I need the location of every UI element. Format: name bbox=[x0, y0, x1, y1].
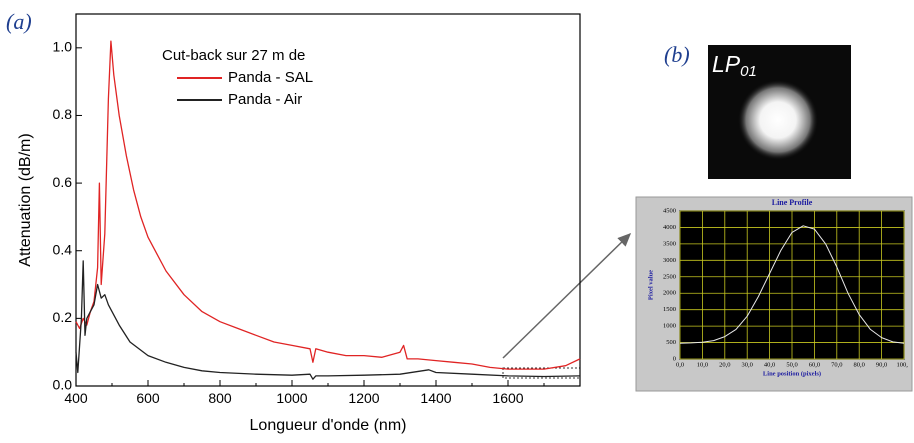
x-axis-label: Line position (pixels) bbox=[763, 370, 821, 377]
x-tick-label: 400 bbox=[64, 390, 88, 406]
y-tick-label: 0.6 bbox=[53, 174, 73, 190]
legend-label: Panda - Air bbox=[228, 91, 302, 108]
y-axis-label: Attenuation (dB/m) bbox=[17, 133, 34, 266]
x-tick-label: 50,0 bbox=[786, 362, 797, 369]
y-tick-label: 0.4 bbox=[53, 241, 73, 257]
x-tick-label: 90,0 bbox=[876, 362, 887, 369]
series-line bbox=[679, 225, 905, 344]
x-tick-label: 1000 bbox=[276, 390, 307, 406]
x-tick-label: 1400 bbox=[420, 390, 451, 406]
mode-label: LP01 bbox=[712, 51, 757, 80]
y-tick-label: 0.0 bbox=[53, 377, 73, 393]
x-tick-label: 800 bbox=[208, 390, 232, 406]
x-tick-label: 60,0 bbox=[809, 362, 820, 369]
mode-spot bbox=[738, 80, 818, 160]
x-tick-label: 100, bbox=[897, 362, 909, 369]
legend-label: Panda - SAL bbox=[228, 69, 313, 86]
legend-title: Cut-back sur 27 m de bbox=[162, 47, 305, 64]
panel-label: (b) bbox=[664, 42, 690, 67]
y-tick-label: 1.0 bbox=[53, 39, 73, 55]
x-tick-label: 10,0 bbox=[697, 362, 708, 369]
y-tick-label: 0 bbox=[673, 355, 676, 362]
panel-label: (a) bbox=[6, 9, 32, 34]
mode-label-main: LP bbox=[712, 51, 741, 77]
chart-title: Line Profile bbox=[772, 198, 813, 207]
x-tick-label: 70,0 bbox=[831, 362, 842, 369]
y-tick-label: 3500 bbox=[663, 240, 676, 247]
y-tick-label: 4000 bbox=[663, 224, 676, 231]
x-tick-label: 80,0 bbox=[854, 362, 865, 369]
y-tick-label: 500 bbox=[666, 339, 676, 346]
y-tick-label: 0.2 bbox=[53, 309, 73, 325]
plot-area bbox=[75, 13, 581, 387]
y-tick-label: 0.8 bbox=[53, 106, 73, 122]
y-tick-label: 2500 bbox=[663, 273, 676, 280]
y-tick-label: 2000 bbox=[663, 290, 676, 297]
y-tick-label: 1000 bbox=[663, 323, 676, 330]
x-tick-label: 600 bbox=[136, 390, 160, 406]
mode-label-sub: 01 bbox=[740, 63, 757, 80]
x-tick-label: 30,0 bbox=[742, 362, 753, 369]
x-tick-label: 1200 bbox=[348, 390, 379, 406]
x-tick-label: 1600 bbox=[492, 390, 523, 406]
series-line bbox=[75, 260, 581, 380]
zoom-arrow bbox=[502, 232, 632, 359]
x-tick-label: 40,0 bbox=[764, 362, 775, 369]
x-tick-label: 20,0 bbox=[719, 362, 730, 369]
y-tick-label: 3000 bbox=[663, 257, 676, 264]
series-line bbox=[75, 40, 581, 370]
x-axis-label: Longueur d'onde (nm) bbox=[250, 417, 407, 434]
y-axis-label: Pixel value bbox=[647, 270, 654, 300]
y-tick-label: 4500 bbox=[663, 207, 676, 214]
y-tick-label: 1500 bbox=[663, 306, 676, 313]
x-tick-label: 0,0 bbox=[676, 362, 684, 369]
